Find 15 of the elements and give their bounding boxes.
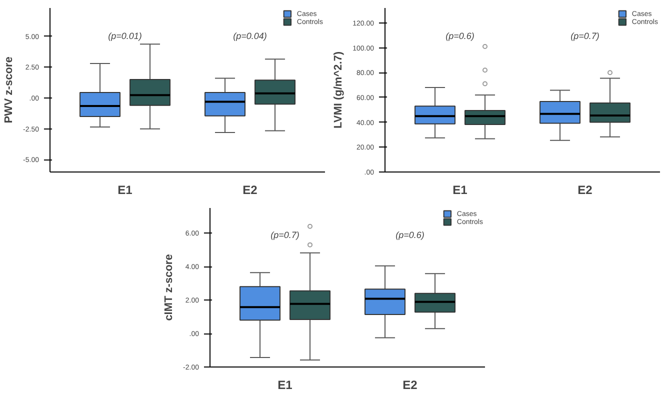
annotation: (p=0.7) — [570, 30, 600, 41]
x-tick-label: E2 — [402, 378, 418, 392]
y-axis-title: LVMI (g/m^2.7) — [332, 51, 345, 129]
x-tick-label: E1 — [118, 183, 133, 197]
y-axis-title: cIMT z-score — [163, 254, 176, 321]
annotation: (p=0.6) — [446, 30, 474, 41]
y-axis-title: PWV z-score — [3, 56, 16, 124]
annotation: (p=0.7) — [270, 230, 300, 240]
x-tick-label: E2 — [578, 183, 593, 197]
x-tick-label: E1 — [278, 378, 293, 392]
x-tick-label: E2 — [242, 183, 258, 197]
annotation: (p=0.6) — [396, 230, 424, 240]
x-tick-label: E1 — [452, 183, 468, 197]
annotation: (p=0.04) — [233, 30, 267, 41]
annotation: (p=0.01) — [108, 30, 142, 41]
